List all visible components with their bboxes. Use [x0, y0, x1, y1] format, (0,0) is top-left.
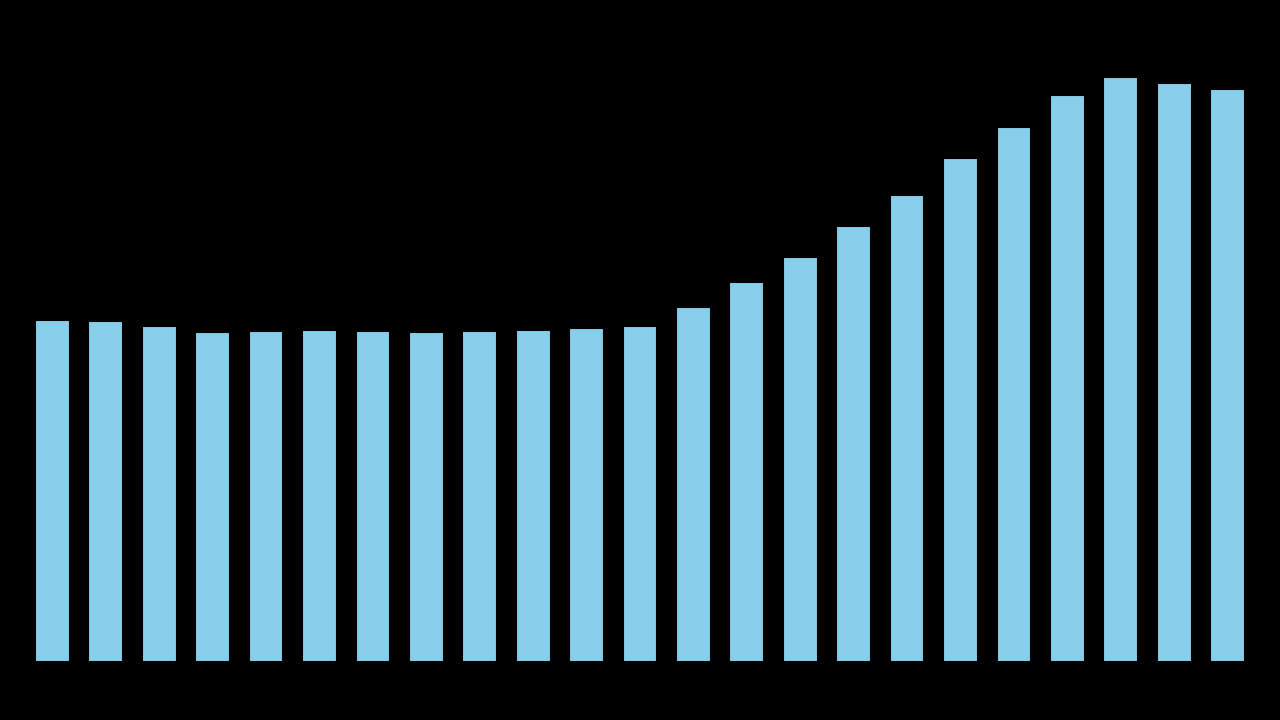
Bar [997, 127, 1032, 662]
Bar [836, 226, 872, 662]
Bar [943, 158, 978, 662]
Bar [462, 331, 497, 662]
Bar [88, 321, 123, 662]
Bar [1050, 95, 1084, 662]
Bar [196, 332, 230, 662]
Bar [622, 326, 658, 662]
Bar [142, 326, 177, 662]
Bar [783, 258, 818, 662]
Bar [1211, 89, 1245, 662]
Bar [890, 195, 924, 662]
Bar [516, 330, 550, 662]
Bar [570, 328, 604, 662]
Bar [302, 330, 337, 662]
Bar [1103, 77, 1138, 662]
Bar [676, 307, 710, 662]
Bar [408, 332, 444, 662]
Bar [356, 331, 390, 662]
Bar [35, 320, 69, 662]
Bar [248, 331, 283, 662]
Bar [730, 282, 764, 662]
Bar [1157, 83, 1192, 662]
